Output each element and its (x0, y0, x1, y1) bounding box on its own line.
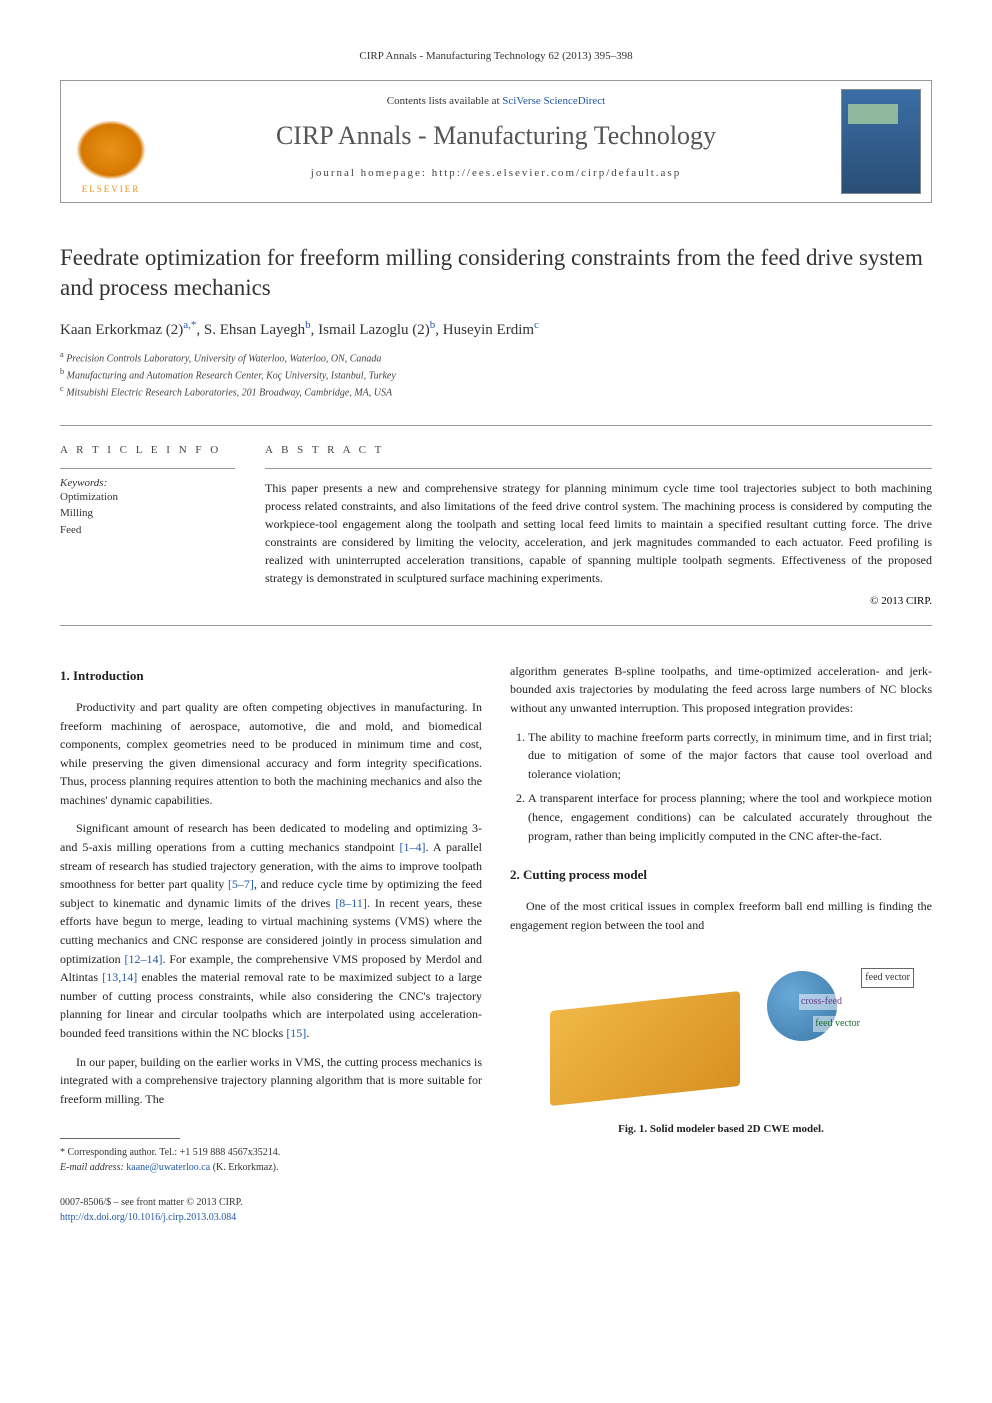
author-1: Kaan Erkorkmaz (2) (60, 322, 183, 338)
keywords-label: Keywords: (60, 477, 235, 489)
keyword-2: Milling (60, 505, 235, 522)
keyword-1: Optimization (60, 489, 235, 506)
author-2: S. Ehsan Layegh (204, 322, 305, 338)
intro-p2-g: . (306, 1026, 309, 1040)
affiliation-c: c Mitsubishi Electric Research Laborator… (60, 383, 932, 400)
author-1-affil: a,* (183, 319, 196, 331)
list-item-1: The ability to machine freeform parts co… (528, 728, 932, 784)
author-3-affil: b (430, 319, 436, 331)
ref-link-1-4[interactable]: [1–4] (400, 840, 426, 854)
email-line: E-mail address: kaane@uwaterloo.ca (K. E… (60, 1160, 482, 1175)
doi-link[interactable]: http://dx.doi.org/10.1016/j.cirp.2013.03… (60, 1212, 236, 1223)
figure-1: feed vector cross-feed feed vector Fig. … (510, 946, 932, 1138)
ref-link-5-7[interactable]: [5–7] (228, 877, 254, 891)
affil-sup-c: c (60, 384, 64, 393)
affiliation-b: b Manufacturing and Automation Research … (60, 366, 932, 383)
intro-para-3: In our paper, building on the earlier wo… (60, 1053, 482, 1109)
contents-prefix: Contents lists available at (387, 95, 502, 107)
separator-abstract (265, 468, 932, 469)
affil-text-b: Manufacturing and Automation Research Ce… (67, 370, 396, 381)
separator-bottom (60, 625, 932, 626)
affil-text-a: Precision Controls Laboratory, Universit… (66, 353, 381, 364)
elsevier-logo: ELSEVIER (71, 104, 151, 194)
abstract-col: A B S T R A C T This paper presents a ne… (265, 444, 932, 607)
figure-label-crossfeed: cross-feed (799, 994, 844, 1010)
abstract-text: This paper presents a new and comprehens… (265, 479, 932, 587)
affil-sup-b: b (60, 367, 64, 376)
footnote-separator (60, 1138, 180, 1139)
journal-header-center: Contents lists available at SciVerse Sci… (161, 81, 831, 202)
abstract-copyright: © 2013 CIRP. (265, 595, 932, 607)
email-label: E-mail address: (60, 1162, 126, 1173)
body-columns: 1. Introduction Productivity and part qu… (60, 662, 932, 1176)
section-1-heading: 1. Introduction (60, 666, 482, 686)
ref-link-12-14[interactable]: [12–14] (124, 952, 162, 966)
homepage-url[interactable]: http://ees.elsevier.com/cirp/default.asp (432, 167, 682, 179)
contents-available-line: Contents lists available at SciVerse Sci… (171, 95, 821, 107)
section-2-heading: 2. Cutting process model (510, 865, 932, 885)
intro-para-2: Significant amount of research has been … (60, 819, 482, 1042)
figure-workpiece-shape (550, 991, 740, 1106)
corresponding-line: * Corresponding author. Tel.: +1 519 888… (60, 1145, 482, 1160)
journal-header-box: ELSEVIER Contents lists available at Sci… (60, 80, 932, 203)
figure-1-graphic: feed vector cross-feed feed vector (510, 946, 932, 1111)
email-link[interactable]: kaane@uwaterloo.ca (126, 1162, 210, 1173)
top-citation: CIRP Annals - Manufacturing Technology 6… (60, 50, 932, 62)
intro-para-1: Productivity and part quality are often … (60, 698, 482, 810)
affil-text-c: Mitsubishi Electric Research Laboratorie… (66, 388, 392, 399)
article-info-heading: A R T I C L E I N F O (60, 444, 235, 456)
ref-link-13-14[interactable]: [13,14] (102, 970, 137, 984)
info-abstract-row: A R T I C L E I N F O Keywords: Optimiza… (60, 426, 932, 625)
journal-cover-thumbnail (841, 89, 921, 194)
journal-homepage-line: journal homepage: http://ees.elsevier.co… (171, 167, 821, 179)
authors-line: Kaan Erkorkmaz (2)a,*, S. Ehsan Layeghb,… (60, 319, 932, 339)
article-info-col: A R T I C L E I N F O Keywords: Optimiza… (60, 444, 235, 607)
elsevier-tree-icon (76, 120, 146, 180)
col2-para-1: algorithm generates B-spline toolpaths, … (510, 662, 932, 718)
right-column: algorithm generates B-spline toolpaths, … (510, 662, 932, 1176)
figure-label-feedvector: feed vector (813, 1016, 862, 1032)
article-title: Feedrate optimization for freeform milli… (60, 243, 932, 303)
left-column: 1. Introduction Productivity and part qu… (60, 662, 482, 1176)
author-4: Huseyin Erdim (443, 322, 534, 338)
corresponding-author-footnote: * Corresponding author. Tel.: +1 519 888… (60, 1145, 482, 1175)
sciencedirect-link[interactable]: SciVerse ScienceDirect (502, 95, 605, 107)
figure-label-feed-box: feed vector (861, 968, 914, 988)
ref-link-15[interactable]: [15] (286, 1026, 306, 1040)
keyword-3: Feed (60, 522, 235, 539)
homepage-prefix: journal homepage: (311, 167, 432, 179)
bottom-publication-info: 0007-8506/$ – see front matter © 2013 CI… (60, 1195, 932, 1225)
author-3: Ismail Lazoglu (2) (318, 322, 430, 338)
separator-info (60, 468, 235, 469)
journal-cover-cell (831, 81, 931, 202)
integration-benefits-list: The ability to machine freeform parts co… (510, 728, 932, 846)
publisher-logo-cell: ELSEVIER (61, 81, 161, 202)
abstract-heading: A B S T R A C T (265, 444, 932, 456)
author-2-affil: b (305, 319, 311, 331)
keywords-list: Optimization Milling Feed (60, 489, 235, 539)
elsevier-logo-text: ELSEVIER (82, 184, 141, 194)
email-suffix: (K. Erkorkmaz). (210, 1162, 278, 1173)
ref-link-8-11[interactable]: [8–11] (335, 896, 367, 910)
front-matter-line: 0007-8506/$ – see front matter © 2013 CI… (60, 1195, 932, 1210)
affiliation-a: a Precision Controls Laboratory, Univers… (60, 349, 932, 366)
journal-name: CIRP Annals - Manufacturing Technology (171, 121, 821, 151)
figure-1-caption: Fig. 1. Solid modeler based 2D CWE model… (510, 1121, 932, 1138)
affil-sup-a: a (60, 350, 64, 359)
cutting-para-1: One of the most critical issues in compl… (510, 897, 932, 934)
list-item-2: A transparent interface for process plan… (528, 789, 932, 845)
author-4-affil: c (534, 319, 539, 331)
affiliations: a Precision Controls Laboratory, Univers… (60, 349, 932, 401)
